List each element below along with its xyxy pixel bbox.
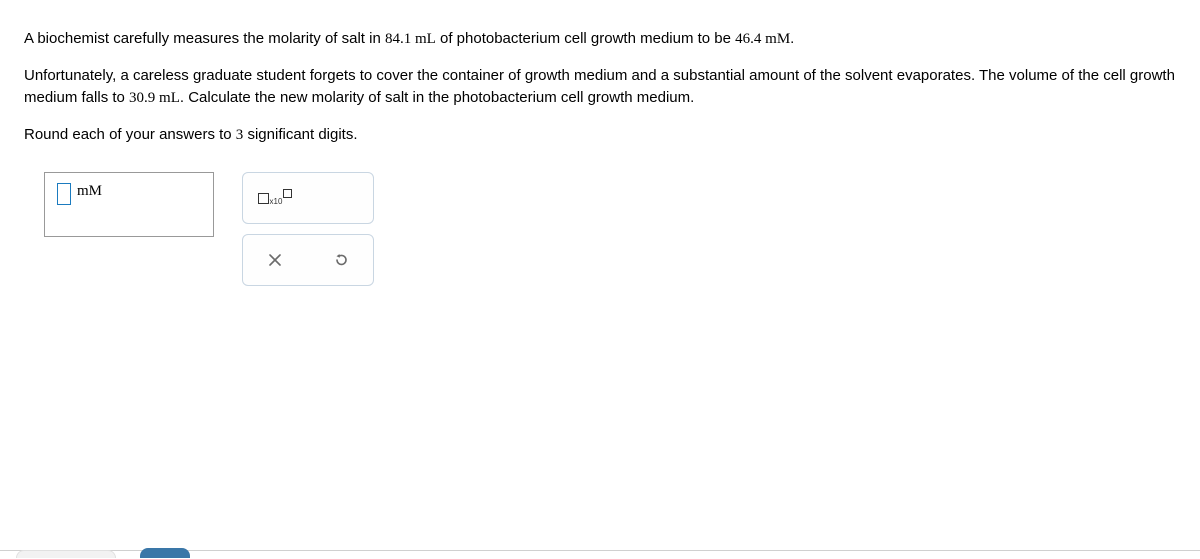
mantissa-box-icon xyxy=(258,193,269,204)
undo-icon xyxy=(333,252,349,268)
question-area: A biochemist carefully measures the mola… xyxy=(0,0,1200,286)
text: . xyxy=(790,30,794,47)
text: significant digits. xyxy=(243,126,357,143)
tool-row-1: x10 xyxy=(242,172,374,224)
text: . Calculate the new molarity of salt in … xyxy=(180,89,694,106)
paragraph-3: Round each of your answers to 3 signific… xyxy=(24,124,1176,147)
text: Round each of your answers to xyxy=(24,126,236,143)
x10-label: x10 xyxy=(270,198,283,206)
answer-box[interactable]: mM xyxy=(44,172,214,237)
value-molarity-initial: 46.4 mM xyxy=(735,31,790,47)
tool-row-2 xyxy=(242,234,374,286)
tool-panel: x10 xyxy=(242,172,374,286)
text: A biochemist carefully measures the mola… xyxy=(24,30,385,47)
scientific-notation-button[interactable]: x10 xyxy=(251,179,299,217)
value-volume-initial: 84.1 mL xyxy=(385,31,436,47)
reset-button[interactable] xyxy=(317,241,365,279)
answer-input[interactable] xyxy=(57,183,71,205)
paragraph-2: Unfortunately, a careless graduate stude… xyxy=(24,65,1176,110)
text: of photobacterium cell growth medium to … xyxy=(436,30,735,47)
answer-unit: mM xyxy=(77,183,102,200)
paragraph-1: A biochemist carefully measures the mola… xyxy=(24,28,1176,51)
scientific-notation-icon: x10 xyxy=(258,193,293,204)
exponent-box-icon xyxy=(283,189,292,198)
answer-row: mM x10 xyxy=(24,172,1176,286)
clear-button[interactable] xyxy=(251,241,299,279)
footer-tab-grey xyxy=(16,550,116,558)
close-icon xyxy=(267,252,283,268)
value-volume-final: 30.9 mL xyxy=(129,90,180,106)
footer-tab-blue xyxy=(140,548,190,558)
